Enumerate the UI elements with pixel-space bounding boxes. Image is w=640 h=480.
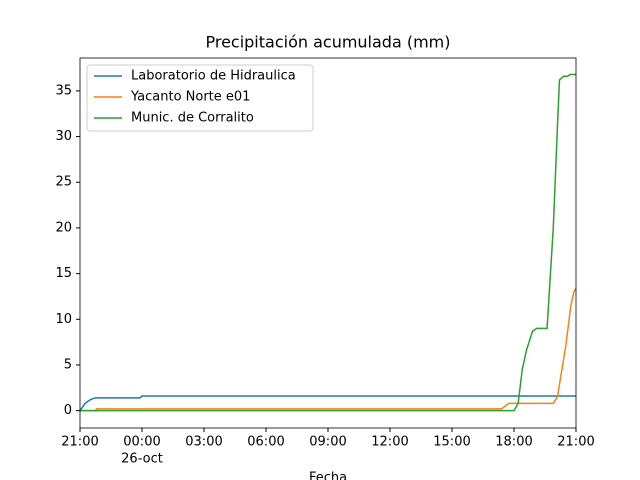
- y-tick-label: 5: [64, 357, 72, 372]
- y-tick-label: 30: [55, 129, 72, 144]
- x-tick-label: 03:00: [185, 435, 222, 450]
- x-date-label: 26-oct: [121, 452, 163, 467]
- legend-box: [86, 64, 314, 132]
- y-tick-label: 10: [55, 312, 72, 327]
- x-tick-label: 21:00: [61, 435, 98, 450]
- x-tick-label: 12:00: [371, 435, 408, 450]
- y-tick-label: 15: [55, 266, 72, 281]
- y-tick-label: 0: [64, 403, 72, 418]
- series-line: [80, 287, 577, 412]
- x-tick-label: 21:00: [557, 435, 594, 450]
- plot-frame: [79, 57, 577, 429]
- x-tick-label: 15:00: [433, 435, 470, 450]
- x-tick-label: 18:00: [495, 435, 532, 450]
- series-line: [79, 395, 576, 412]
- y-tick-label: 25: [55, 175, 72, 190]
- chart-title: Precipitación acumulada (mm): [205, 33, 450, 52]
- legend-label: Yacanto Norte e01: [130, 90, 250, 105]
- y-tick-label: 35: [55, 83, 72, 98]
- legend-label: Laboratorio de Hidraulica: [131, 69, 296, 84]
- legend-label: Munic. de Corralito: [131, 111, 254, 126]
- x-axis-label: Fecha: [309, 471, 347, 480]
- x-tick-label: 06:00: [247, 435, 284, 450]
- series-line: [80, 73, 576, 412]
- x-tick-label: 00:00: [123, 435, 160, 450]
- x-tick-label: 09:00: [309, 435, 346, 450]
- y-tick-label: 20: [55, 220, 72, 235]
